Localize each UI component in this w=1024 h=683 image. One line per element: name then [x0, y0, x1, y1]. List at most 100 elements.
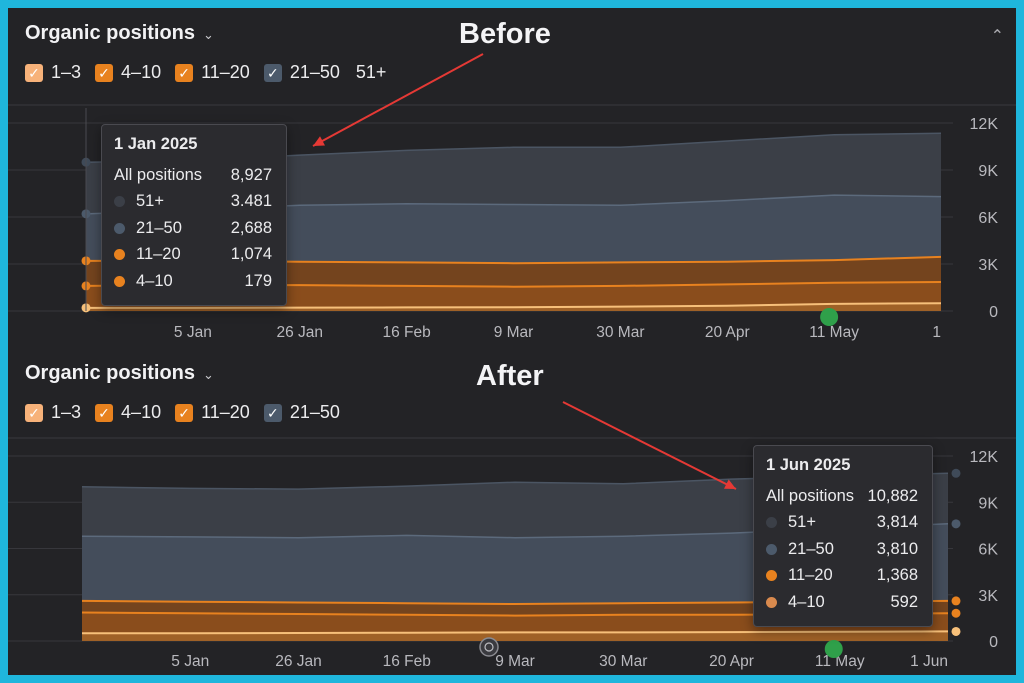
chevron-down-icon: ⌄	[203, 366, 214, 382]
series-dot-icon	[766, 570, 777, 582]
chart-area: 12K 9K 6K 3K 0 5 Jan 26 Jan 16 Feb 9 Mar 30 Mar 20…	[8, 401, 1016, 670]
legend-label: 4–10	[121, 402, 162, 422]
chart-tooltip: 1 Jan 2025 All positions 8,927 51+ 3.481 21–5…	[101, 124, 287, 306]
series-dot-icon	[114, 222, 125, 234]
x-tick-label: 26 Jan	[275, 653, 322, 670]
checkbox-checked-icon[interactable]: ✓	[175, 63, 194, 82]
x-tick-label: 20 Apr	[705, 324, 750, 341]
x-tick-label: 1	[932, 324, 941, 341]
data-point	[951, 626, 961, 636]
annotation-label: Before	[459, 18, 551, 50]
data-point	[951, 596, 961, 606]
y-tick-label: 3K	[978, 257, 998, 274]
tooltip-row: 51+ 3,814	[766, 510, 918, 537]
tooltip-row-label: 21–50	[788, 539, 834, 558]
legend-item[interactable]: ✓ 1–3	[25, 62, 81, 83]
checkbox-checked-icon[interactable]: ✓	[95, 63, 114, 82]
chevron-up-icon[interactable]: ⌃	[990, 28, 1004, 45]
legend-label: 11–20	[201, 62, 250, 82]
section-title: Organic positions	[25, 22, 196, 44]
legend-label: 4–10	[121, 62, 162, 82]
y-tick-label: 3K	[978, 588, 998, 605]
x-tick-label: 30 Mar	[599, 653, 647, 670]
tooltip-row-value: 3,810	[876, 539, 918, 558]
tooltip-row-value: 592	[890, 592, 918, 611]
tooltip-total-row: All positions 8,927	[114, 162, 272, 189]
series-dot-icon	[766, 596, 777, 608]
legend-item[interactable]: ✓ 4–10	[95, 62, 161, 83]
tooltip-row: 4–10 592	[766, 589, 918, 616]
tooltip-row-value: 1,368	[876, 566, 918, 585]
legend: ✓ 1–3 ✓ 4–10 ✓ 11–20 ✓ 21–50 51+	[25, 62, 386, 83]
legend-item[interactable]: 51+	[354, 62, 387, 83]
annotation-arrow	[312, 53, 484, 147]
tooltip-row-key: 51+	[766, 513, 816, 532]
tooltip-row-label: 4–10	[136, 271, 173, 290]
tooltip-row-key: 11–20	[766, 566, 833, 585]
tooltip-row-label: 4–10	[788, 592, 825, 611]
series-dot-icon	[766, 543, 777, 555]
note-marker-icon[interactable]	[479, 637, 499, 657]
series-dot-icon	[766, 517, 777, 529]
tooltip-total-value: 8,927	[230, 165, 272, 184]
annotation-marker-icon[interactable]	[820, 308, 839, 326]
legend-label: 51+	[355, 62, 387, 82]
section-title-dropdown[interactable]: Organic positions ⌄	[25, 22, 214, 45]
x-tick-label: 9 Mar	[495, 653, 535, 670]
series-area	[86, 303, 941, 311]
tooltip-row-key: 11–20	[114, 245, 181, 264]
legend-item[interactable]: ✓ 21–50	[263, 62, 340, 83]
tooltip-row-value: 3.481	[230, 192, 272, 211]
data-point	[951, 519, 961, 529]
screenshot-frame: Organic positions ⌄ ⌃ ✓ 1–3 ✓ 4–10 ✓ 11–20 ✓ 21…	[8, 8, 1016, 675]
tooltip-row-key: 21–50	[766, 540, 834, 559]
panel-after: Organic positions ⌄ ✓ 1–3 ✓ 4–10 ✓ 11–20 ✓ 21–5…	[8, 348, 1016, 675]
section-title-dropdown[interactable]: Organic positions ⌄	[25, 362, 214, 385]
y-tick-label: 12K	[970, 449, 999, 466]
tooltip-row-label: 51+	[788, 513, 816, 532]
tooltip-row-label: 11–20	[136, 245, 181, 264]
y-tick-label: 0	[989, 304, 998, 321]
tooltip-row: 11–20 1,368	[766, 563, 918, 590]
legend-item[interactable]: ✓ 11–20	[175, 402, 250, 423]
checkbox-checked-icon[interactable]: ✓	[95, 403, 114, 422]
checkbox-checked-icon[interactable]: ✓	[263, 403, 282, 422]
checkbox-checked-icon[interactable]: ✓	[175, 403, 194, 422]
panel-before: Organic positions ⌄ ⌃ ✓ 1–3 ✓ 4–10 ✓ 11–20 ✓ 21…	[8, 8, 1016, 348]
series-dot-icon	[114, 275, 125, 287]
series-area	[86, 282, 941, 311]
legend-item[interactable]: ✓ 1–3	[25, 402, 81, 423]
y-tick-label: 0	[989, 634, 998, 651]
legend-item[interactable]: ✓ 21–50	[263, 402, 340, 423]
legend-label: 1–3	[51, 62, 82, 82]
legend-item[interactable]: ✓ 4–10	[95, 402, 161, 423]
y-tick-label: 6K	[978, 210, 998, 227]
x-tick-label: 26 Jan	[276, 324, 323, 341]
tooltip-row-key: 4–10	[766, 593, 825, 612]
tooltip-row-label: 11–20	[788, 566, 833, 585]
tooltip-row-value: 1,074	[230, 245, 272, 264]
tooltip-row-value: 2,688	[230, 218, 272, 237]
tooltip-row-key: 51+	[114, 192, 164, 211]
tooltip-row-value: 179	[244, 271, 272, 290]
x-tick-label: 16 Feb	[382, 324, 430, 341]
data-point	[951, 468, 961, 478]
y-tick-label: 6K	[978, 542, 998, 559]
annotation-arrow	[562, 401, 737, 490]
tooltip-total-label: All positions	[766, 486, 855, 505]
tooltip-row-label: 21–50	[136, 218, 182, 237]
tooltip-total-value: 10,882	[867, 486, 918, 505]
checkbox-checked-icon[interactable]: ✓	[25, 63, 43, 82]
section-title: Organic positions	[25, 362, 196, 384]
tooltip-total-row: All positions 10,882	[766, 483, 918, 510]
legend-label: 11–20	[201, 402, 250, 422]
y-tick-label: 9K	[978, 163, 998, 180]
annotation-label: After	[476, 360, 544, 392]
x-tick-label: 11 May	[809, 324, 859, 341]
checkbox-checked-icon[interactable]: ✓	[263, 63, 282, 82]
checkbox-checked-icon[interactable]: ✓	[25, 403, 43, 422]
legend-item[interactable]: ✓ 11–20	[175, 62, 250, 83]
tooltip-row: 4–10 179	[114, 268, 272, 295]
legend: ✓ 1–3 ✓ 4–10 ✓ 11–20 ✓ 21–50	[25, 402, 340, 423]
annotation-marker-icon[interactable]	[824, 640, 843, 658]
